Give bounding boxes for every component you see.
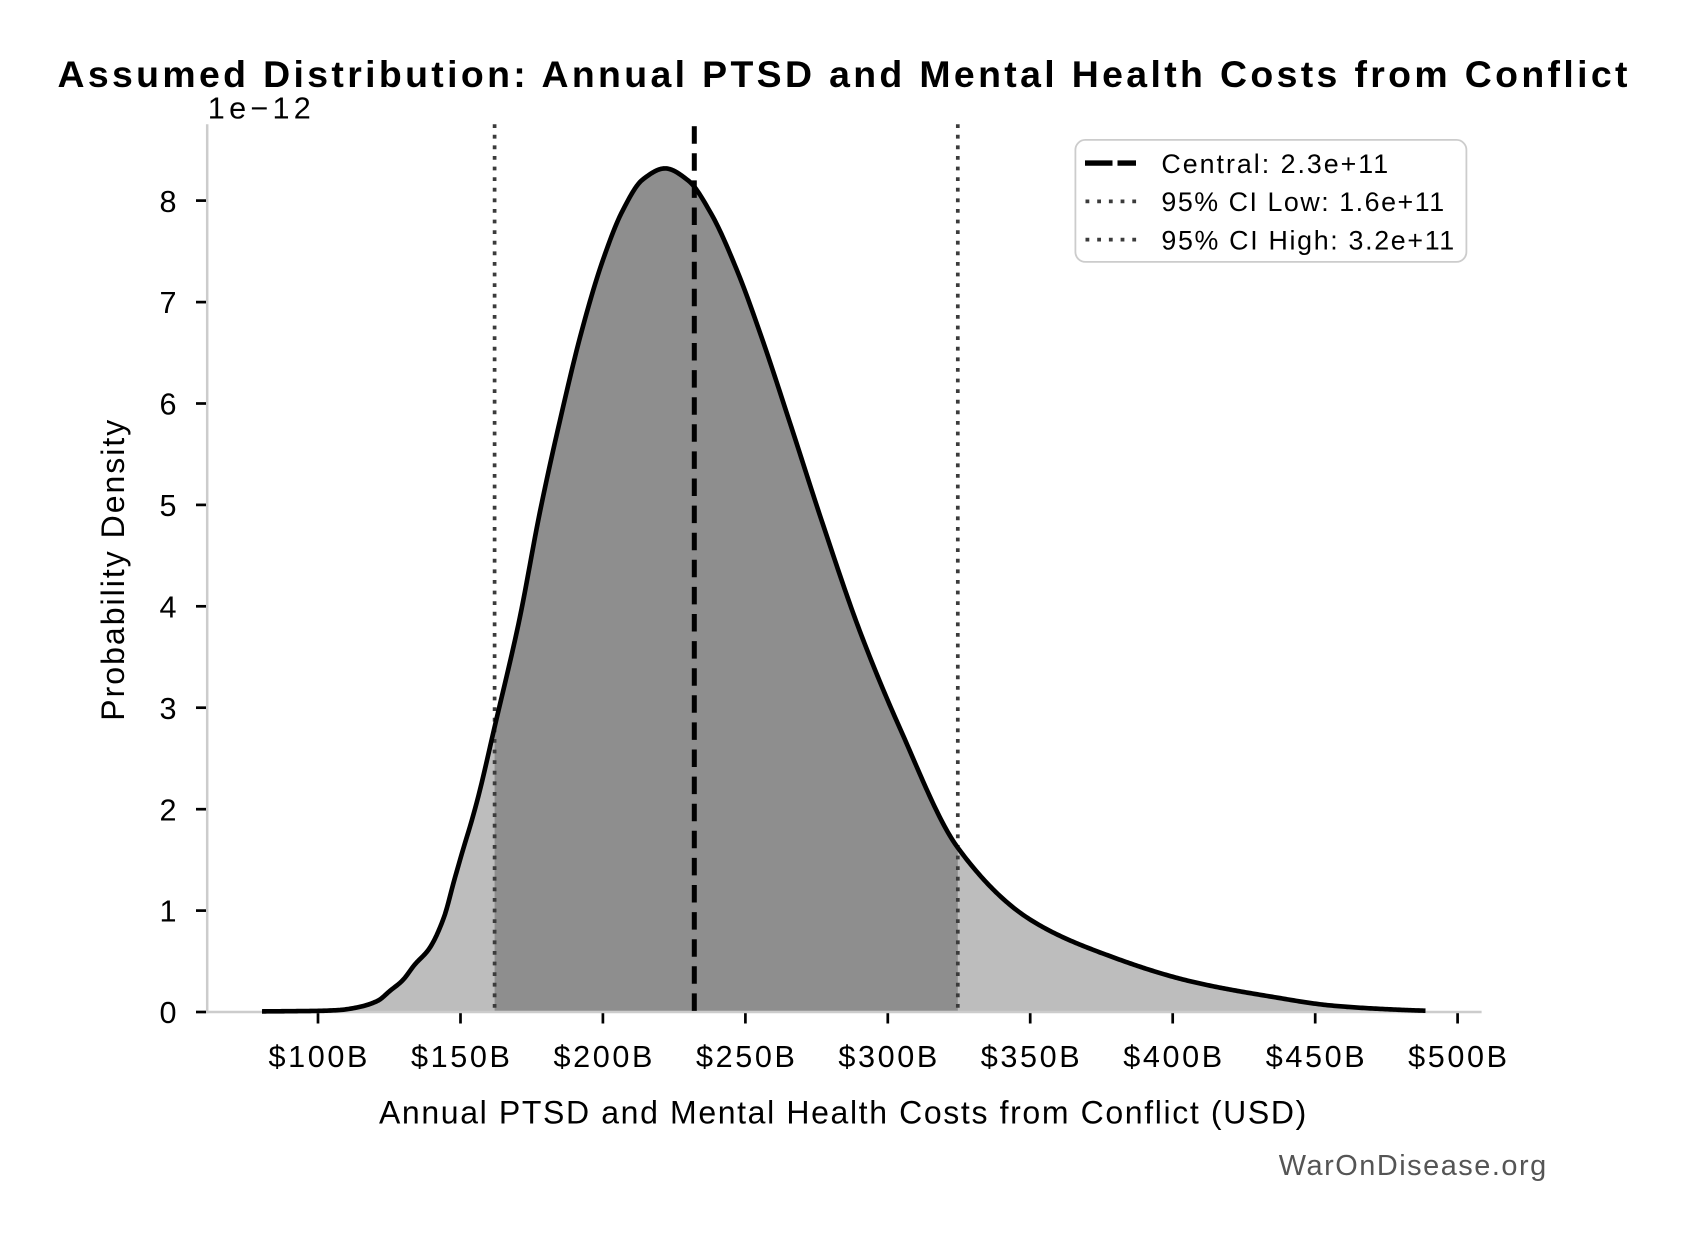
svg-text:1e−12: 1e−12: [208, 91, 311, 125]
svg-text:0: 0: [159, 996, 176, 1030]
svg-text:$150B: $150B: [411, 1040, 510, 1074]
svg-text:$100B: $100B: [269, 1040, 368, 1074]
svg-text:$450B: $450B: [1266, 1040, 1365, 1074]
svg-text:4: 4: [159, 591, 176, 625]
svg-text:1: 1: [159, 895, 176, 929]
svg-text:Annual PTSD and Mental Health: Annual PTSD and Mental Health Costs from…: [379, 1095, 1306, 1131]
svg-text:3: 3: [159, 692, 176, 726]
svg-text:5: 5: [159, 489, 176, 523]
svg-text:$300B: $300B: [838, 1040, 937, 1074]
svg-text:Central: 2.3e+11: Central: 2.3e+11: [1161, 149, 1388, 179]
svg-text:Assumed Distribution: Annual P: Assumed Distribution: Annual PTSD and Me…: [58, 53, 1628, 95]
svg-text:Probability Density: Probability Density: [95, 420, 131, 721]
svg-text:8: 8: [159, 185, 176, 219]
svg-text:$250B: $250B: [696, 1040, 795, 1074]
svg-text:$400B: $400B: [1123, 1040, 1222, 1074]
svg-text:6: 6: [159, 388, 176, 422]
svg-text:95% CI High: 3.2e+11: 95% CI High: 3.2e+11: [1161, 225, 1454, 255]
svg-text:2: 2: [159, 793, 176, 827]
svg-text:$350B: $350B: [981, 1040, 1080, 1074]
svg-text:7: 7: [159, 286, 176, 320]
svg-text:$500B: $500B: [1408, 1040, 1507, 1074]
svg-text:WarOnDisease.org: WarOnDisease.org: [1279, 1150, 1546, 1182]
svg-text:95% CI Low: 1.6e+11: 95% CI Low: 1.6e+11: [1161, 187, 1444, 217]
svg-text:$200B: $200B: [553, 1040, 652, 1074]
